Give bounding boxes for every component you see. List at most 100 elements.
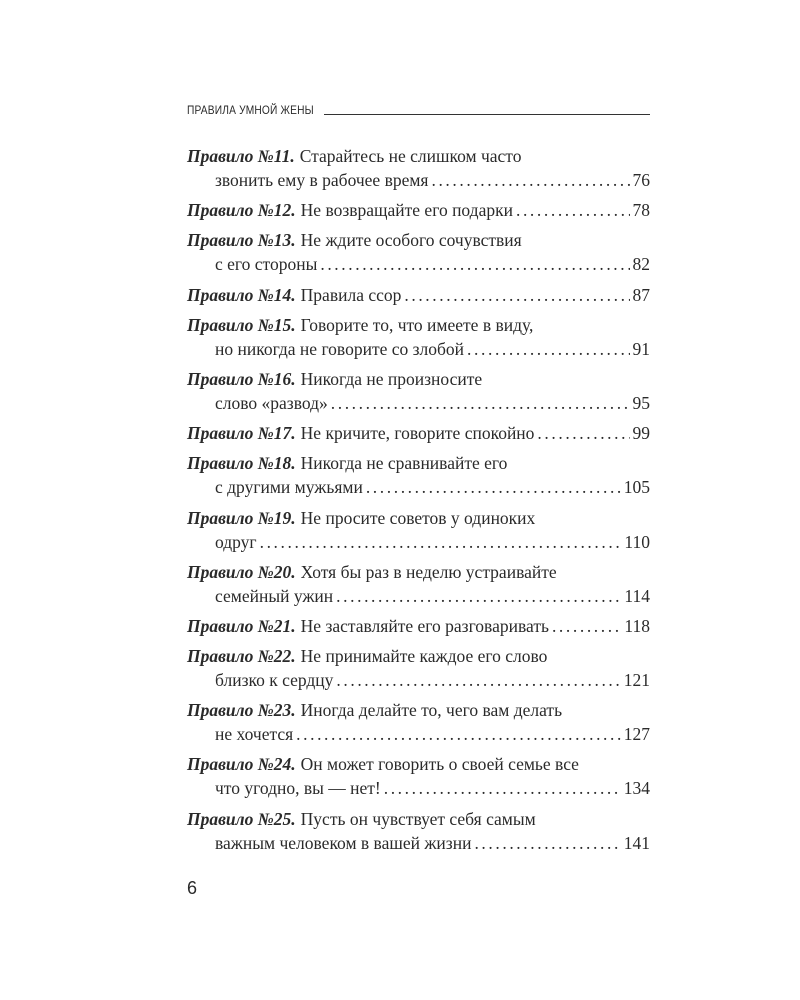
dot-leader [320,252,629,276]
rule-label: Правило №14. [187,284,296,305]
rule-label: Правило №22. [187,646,296,667]
toc-line: важным человеком в вашей жизни 141 [187,831,650,855]
toc-entry[interactable]: Правило №12.Не возвращайте его подарки 78 [187,198,650,222]
toc-page-number: 114 [624,585,650,606]
dot-leader [431,168,629,192]
toc-line: звонить ему в рабочее время 76 [187,168,650,192]
toc-line: Правило №19. Не просите советов у одиноки… [187,506,650,530]
rule-label: Правило №12. [187,200,296,221]
rule-title: Иногда делайте то, чего вам делать [300,700,563,721]
rule-title: Хотя бы раз в неделю устраивайте [300,561,557,582]
toc-page-number: 82 [632,254,651,275]
toc-line: близко к сердцу 121 [187,668,650,692]
toc-page-number: 87 [632,284,651,305]
toc-line: Правило №25. Пусть он чувствует себя самы… [187,807,650,831]
rule-title: Никогда не произносите [300,368,483,389]
toc-entry[interactable]: Правило №25. Пусть он чувствует себя самы… [187,807,650,855]
dot-leader [336,584,621,608]
rule-label: Правило №16. [187,368,296,389]
rule-label: Правило №19. [187,507,296,528]
toc-line: одруг 110 [187,530,650,554]
toc-line: Правило №18. Никогда не сравнивайте его [187,451,650,475]
toc-page-number: 91 [632,338,651,359]
dot-leader [336,668,620,692]
toc-page-number: 99 [632,423,651,444]
header-rule [324,114,650,115]
rule-title: звонить ему в рабочее время [215,170,429,190]
running-header: ПРАВИЛА УМНОЙ ЖЕНЫ [187,103,650,117]
toc-page-number: 105 [623,477,650,498]
toc-entry[interactable]: Правило №23. Иногда делайте то, чего вам … [187,698,650,746]
rule-title: Правила ссор [300,284,402,305]
dot-leader [296,722,621,746]
toc-entry[interactable]: Правило №20. Хотя бы раз в неделю устраив… [187,560,650,608]
toc-page-number: 78 [632,200,651,221]
toc-line: Правило №13. Не ждите особого сочувствия [187,228,650,252]
toc-page-number: 76 [632,170,651,190]
toc-page-number: 127 [623,724,650,745]
rule-title: что угодно, вы — нет! [215,778,381,799]
toc-entry[interactable]: Правило №11. Старайтесь не слишком часто з… [187,144,650,192]
toc-entry[interactable]: Правило №19. Не просите советов у одиноки… [187,506,650,554]
dot-leader [366,475,621,499]
rule-label: Правило №25. [187,808,296,829]
dot-leader [537,421,629,445]
toc-page-number: 141 [623,832,650,853]
toc-line: семейный ужин 114 [187,584,650,608]
toc-line: Правило №17. Не кричите, говорите спокойн… [187,421,650,445]
toc-line: слово «развод» 95 [187,391,650,415]
toc-entry[interactable]: Правило №15. Говорите то, что имеете в ви… [187,313,650,361]
toc-page-number: 95 [632,392,651,413]
rule-title: слово «развод» [215,392,328,413]
rule-title: Он может говорить о своей семье все [300,754,579,775]
rule-title: одруг [215,531,257,552]
rule-title: но никогда не говорите со злобой [215,338,465,359]
toc-page-number: 134 [623,778,650,799]
page-number: 6 [187,878,198,898]
toc-line: Правило №23. Иногда делайте то, чего вам … [187,698,650,722]
toc-entry[interactable]: Правило №13. Не ждите особого сочувствия с… [187,228,650,276]
running-header-title: ПРАВИЛА УМНОЙ ЖЕНЫ [187,103,314,117]
toc-entry[interactable]: Правило №22. Не принимайте каждое его сло… [187,644,650,692]
dot-leader [467,337,629,361]
toc-entry[interactable]: Правило №18. Никогда не сравнивайте его с … [187,451,650,499]
toc-entry[interactable]: Правило №14.Правила ссор 87 [187,283,650,307]
toc-entry[interactable]: Правило №17. Не кричите, говорите спокойн… [187,421,650,445]
rule-title: Не ждите особого сочувствия [300,230,522,251]
rule-label: Правило №17. [187,423,296,444]
toc-line: но никогда не говорите со злобой 91 [187,337,650,361]
dot-leader [384,776,621,800]
toc-line: Правило №20. Хотя бы раз в неделю устраив… [187,560,650,584]
rule-title: Не кричите, говорите спокойно [300,423,535,444]
toc-line: с его стороны 82 [187,252,650,276]
toc-entry[interactable]: Правило №21. Не заставляйте его разговари… [187,614,650,638]
table-of-contents: Правило №11. Старайтесь не слишком часто з… [187,144,650,861]
dot-leader [404,283,629,307]
rule-title: Пусть он чувствует себя самым [300,808,536,829]
dot-leader [260,530,622,554]
toc-line: Правило №24. Он может говорить о своей се… [187,752,650,776]
dot-leader [474,831,620,855]
rule-title: Не принимайте каждое его слово [300,646,548,667]
rule-title: Старайтесь не слишком часто [299,146,522,166]
rule-title: Не возвращайте его подарки [300,200,513,221]
rule-label: Правило №21. [187,615,296,636]
toc-line: с другими мужьями 105 [187,475,650,499]
rule-title: с другими мужьями [215,477,363,498]
rule-title: Говорите то, что имеете в виду, [300,314,534,335]
toc-line: что угодно, вы — нет! 134 [187,776,650,800]
dot-leader [552,614,621,638]
rule-title: Не просите советов у одиноких [300,507,536,528]
rule-title: Никогда не сравнивайте его [300,453,508,474]
rule-title: близко к сердцу [215,670,334,691]
toc-page-number: 110 [624,531,650,552]
dot-leader [516,198,630,222]
toc-entry[interactable]: Правило №16. Никогда не произносите слово … [187,367,650,415]
rule-title: семейный ужин [215,585,334,606]
rule-label: Правило №23. [187,700,296,721]
rule-label: Правило №13. [187,230,296,251]
rule-title: с его стороны [215,254,318,275]
rule-label: Правило №20. [187,561,296,582]
toc-line: Правило №21. Не заставляйте его разговари… [187,614,650,638]
toc-entry[interactable]: Правило №24. Он может говорить о своей се… [187,752,650,800]
